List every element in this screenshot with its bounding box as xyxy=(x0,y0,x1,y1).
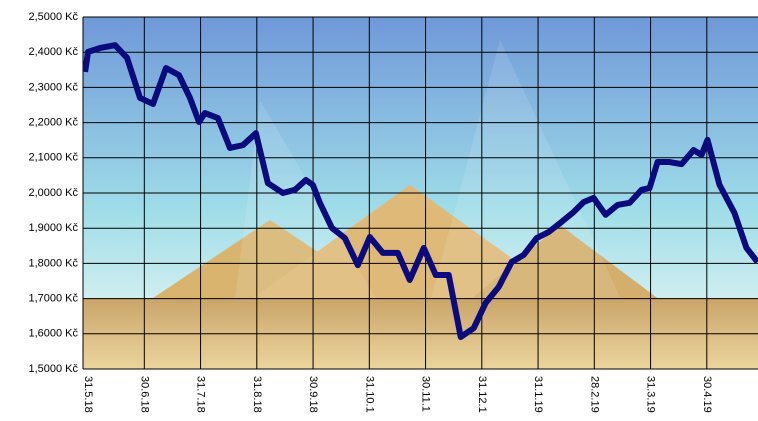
x-tick-label: 30.6.18 xyxy=(138,376,150,413)
x-tick-label: 31.12.1 xyxy=(476,376,488,413)
data-line xyxy=(83,42,758,340)
y-tick-label: 2,5000 Kč xyxy=(28,11,78,23)
y-tick-label: 1,7000 Kč xyxy=(28,293,78,305)
x-tick-label: 31.3.19 xyxy=(645,376,657,413)
y-tick-label: 1,5000 Kč xyxy=(28,363,78,375)
x-tick-label: 31.1.19 xyxy=(532,376,544,413)
x-tick-label: 31.5.18 xyxy=(82,376,94,413)
y-tick-label: 2,0000 Kč xyxy=(28,187,78,199)
y-tick-label: 2,2000 Kč xyxy=(28,117,78,129)
x-tick-label: 31.7.18 xyxy=(195,376,207,413)
y-tick-label: 2,1000 Kč xyxy=(28,152,78,164)
y-tick-label: 1,6000 Kč xyxy=(28,328,78,340)
x-tick-label: 31.8.18 xyxy=(251,376,263,413)
x-tick-label: 28.2.19 xyxy=(588,376,600,413)
x-tick-label: 30.4.19 xyxy=(701,376,713,413)
x-tick-label: 31.10.1 xyxy=(363,376,375,413)
y-tick-label: 1,9000 Kč xyxy=(28,222,78,234)
y-tick-label: 2,3000 Kč xyxy=(28,81,78,93)
x-tick-label: 30.9.18 xyxy=(307,376,319,413)
y-tick-label: 1,8000 Kč xyxy=(28,257,78,269)
x-tick-label: 30.11.1 xyxy=(420,376,432,412)
y-tick-label: 2,4000 Kč xyxy=(28,46,78,58)
